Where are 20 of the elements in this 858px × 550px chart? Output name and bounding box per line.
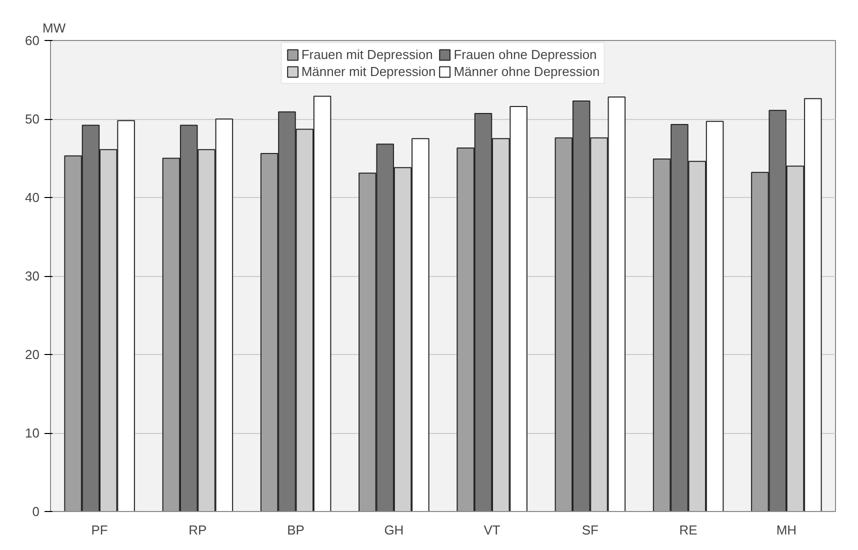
x-tick-label: RP (188, 522, 207, 538)
y-tick-label: 30 (25, 268, 40, 284)
y-tick-label: 50 (25, 112, 40, 126)
x-tick-label: PF (91, 522, 108, 538)
y-tick-label: 40 (25, 190, 40, 205)
x-tick-label: SF (582, 522, 599, 538)
x-tick-label: BP (287, 522, 304, 538)
y-axis-title: MW (42, 20, 66, 36)
y-tick-label: 10 (25, 426, 40, 440)
y-tick-label: 0 (32, 504, 40, 519)
legend-label: Frauen ohne Depression (454, 47, 597, 62)
legend-label: Frauen mit Depression (301, 47, 433, 62)
x-tick-label: MH (776, 522, 797, 538)
x-tick-label: GH (384, 522, 404, 538)
legend-label: Männer mit Depression (301, 64, 436, 79)
y-tick-label: 60 (25, 33, 40, 48)
y-tick-label: 20 (25, 347, 40, 362)
x-tick-label: RE (679, 522, 698, 538)
legend-label: Männer ohne Depression (454, 64, 600, 79)
x-tick-label: VT (484, 522, 500, 538)
